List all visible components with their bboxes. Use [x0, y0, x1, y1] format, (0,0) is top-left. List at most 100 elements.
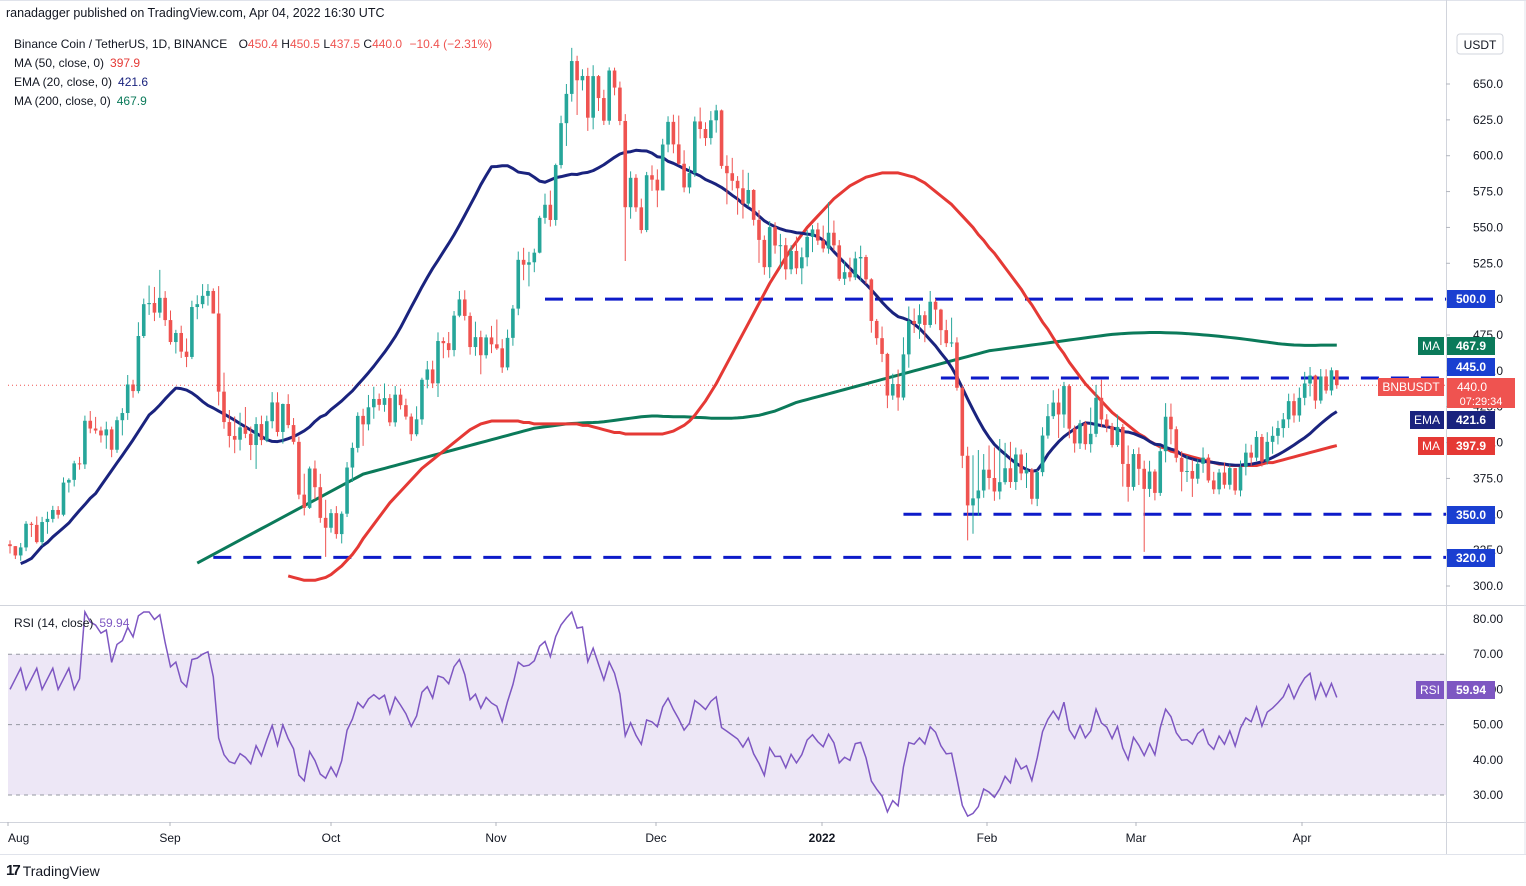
candle-body — [532, 252, 537, 263]
candle — [548, 190, 553, 227]
candle — [1292, 393, 1296, 423]
candle — [163, 291, 167, 326]
candle-body — [232, 435, 237, 440]
badge-ma200-label-bg — [1418, 337, 1444, 355]
candle — [575, 55, 579, 115]
candle — [1072, 425, 1077, 453]
candle-body — [992, 477, 997, 492]
candle — [1169, 403, 1173, 445]
legend-rsi-label: RSI (14, close) — [14, 616, 94, 630]
candle — [650, 165, 654, 191]
candle-body — [1270, 435, 1275, 442]
candle — [1254, 431, 1259, 462]
candle-body — [569, 61, 574, 94]
candle — [1222, 462, 1227, 489]
legend-ema20[interactable]: EMA (20, close, 0) 421.6 — [14, 75, 148, 89]
candle — [345, 462, 349, 518]
candle-body — [211, 290, 216, 314]
tradingview-logo[interactable]: 17 TradingView — [6, 862, 100, 879]
candlesticks — [8, 47, 1339, 561]
candle — [1228, 464, 1232, 490]
candle — [109, 426, 114, 458]
candle-body — [500, 348, 504, 368]
candle — [227, 410, 232, 448]
candle-body — [377, 398, 381, 405]
candle-body — [1179, 457, 1184, 472]
candle — [174, 329, 178, 354]
candle — [965, 446, 970, 541]
candle — [976, 450, 981, 517]
candle — [917, 304, 922, 339]
candle — [61, 477, 66, 517]
candle-body — [313, 468, 317, 488]
candle — [676, 115, 681, 165]
candle — [1014, 447, 1018, 490]
candle — [687, 166, 692, 194]
candle-body — [896, 384, 900, 398]
candle-body — [1195, 463, 1200, 479]
candle — [238, 412, 242, 451]
candle — [612, 67, 617, 96]
candle-body — [254, 424, 258, 446]
rsi-tick-label: 40.00 — [1473, 753, 1503, 767]
candle-body — [366, 407, 371, 425]
candle — [339, 511, 344, 544]
candle-body — [125, 384, 130, 414]
candle-body — [1244, 452, 1248, 467]
candle — [703, 122, 708, 146]
candle — [580, 69, 585, 91]
candle — [553, 163, 558, 226]
price-tick-label: 525.0 — [1473, 256, 1503, 270]
symbol-legend[interactable]: Binance Coin / TetherUS, 1D, BINANCE O45… — [14, 37, 492, 51]
badge-ema20-label: EMA — [1414, 413, 1440, 427]
badge-ema20-value: 421.6 — [1456, 413, 1486, 427]
candle — [414, 406, 419, 437]
candle — [382, 383, 387, 412]
candle-body — [821, 240, 825, 249]
candle-body — [1265, 441, 1270, 462]
candle-body — [864, 256, 868, 280]
candle — [361, 408, 365, 446]
candle-body — [1056, 402, 1061, 415]
legend-rsi[interactable]: RSI (14, close) 59.94 — [14, 616, 129, 630]
candle — [462, 290, 467, 321]
candle-body — [88, 420, 93, 429]
candle-body — [997, 482, 1002, 492]
candle — [248, 426, 253, 461]
candle-body — [286, 403, 290, 426]
candle — [291, 418, 296, 445]
candle-body — [441, 341, 446, 344]
tradingview-logo-icon: 17 — [6, 862, 21, 879]
candle — [794, 236, 799, 275]
candle — [1153, 469, 1157, 501]
candle — [24, 521, 28, 552]
candle — [639, 198, 644, 234]
candle-body — [890, 384, 895, 396]
candle — [313, 460, 317, 500]
candle-body — [1024, 469, 1029, 474]
candle-body — [725, 165, 729, 174]
candle-body — [323, 517, 328, 528]
candle-body — [521, 259, 526, 265]
candle-body — [607, 70, 611, 121]
candle — [618, 81, 622, 126]
badge-level-445-value: 445.0 — [1456, 360, 1486, 374]
candle-body — [120, 413, 125, 421]
candle — [607, 67, 611, 125]
legend-ma50[interactable]: MA (50, close, 0) 397.9 — [14, 56, 140, 70]
candle — [393, 386, 397, 427]
ohlc-open: 450.4 — [247, 37, 278, 51]
candle — [1265, 432, 1270, 465]
candle-body — [495, 344, 499, 349]
candle-body — [976, 490, 981, 499]
candle-body — [18, 547, 23, 556]
candle — [1179, 451, 1184, 492]
candle — [355, 412, 360, 453]
candle — [912, 308, 916, 333]
legend-ma200[interactable]: MA (200, close, 0) 467.9 — [14, 94, 147, 108]
candle — [944, 319, 949, 348]
candle-body — [291, 425, 296, 442]
candle — [1078, 419, 1082, 450]
candle-body — [885, 353, 890, 396]
